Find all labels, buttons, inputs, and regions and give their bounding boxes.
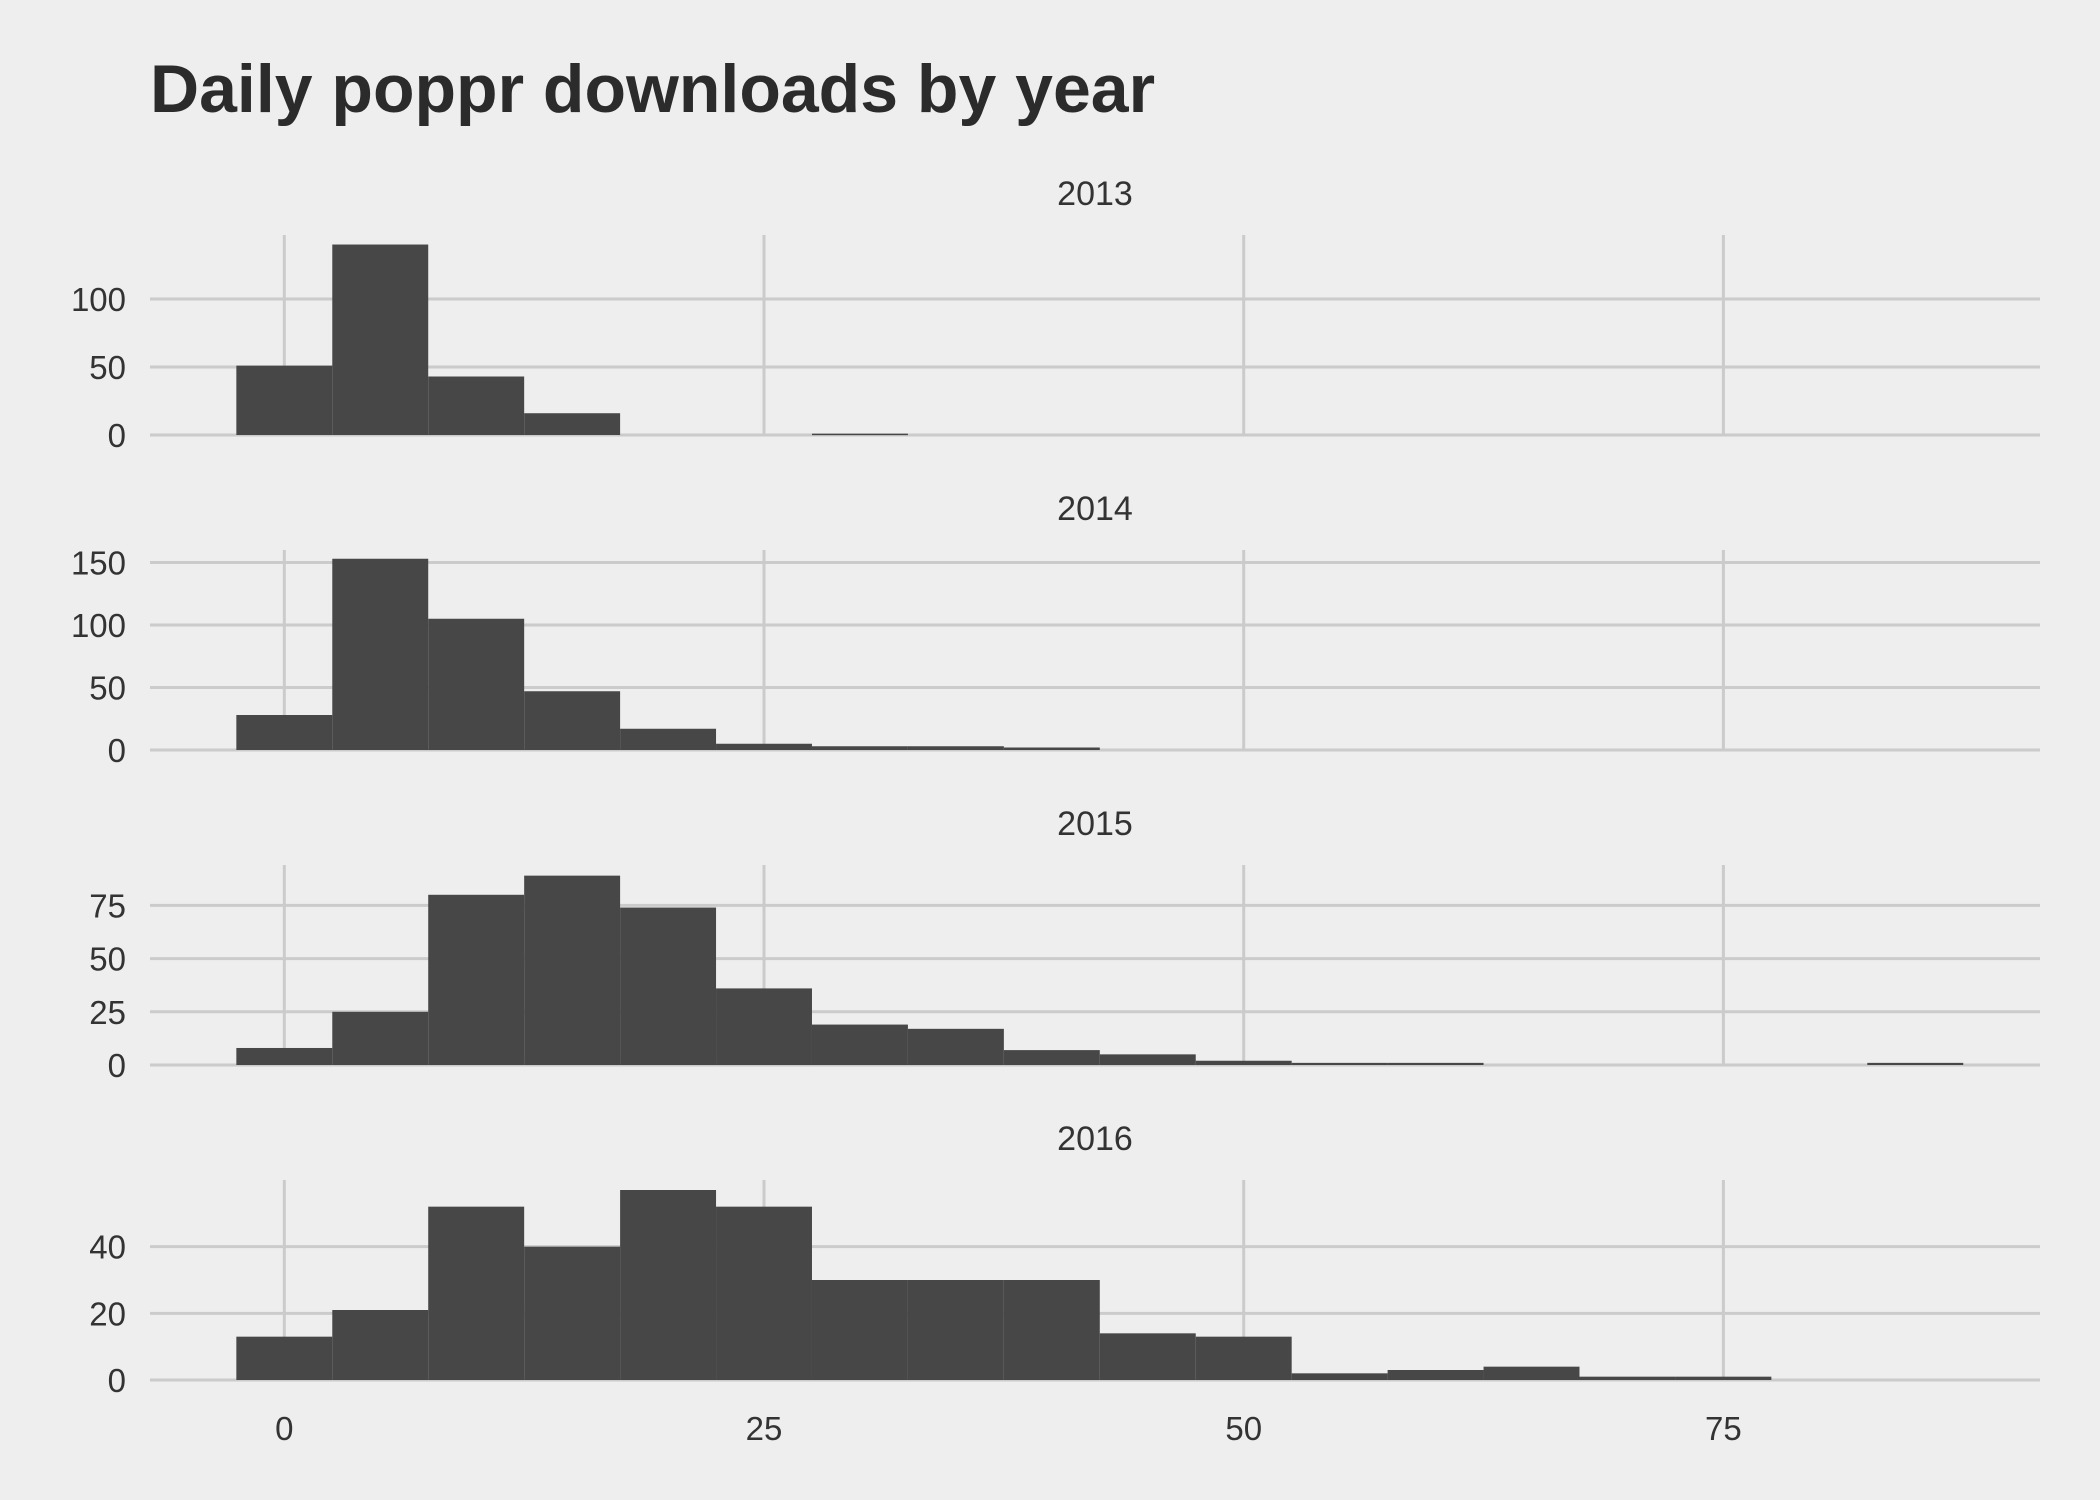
x-tick-label: 0 [275,1410,293,1447]
bar-2014-35 [907,746,1004,750]
y-tick-label: 40 [89,1229,126,1266]
y-tick-label: 75 [89,887,126,924]
strip-label-2016: 2016 [1057,1120,1133,1158]
y-tick-label: 0 [108,732,126,769]
strip-label-2015: 2015 [1057,805,1133,843]
bar-2016-55 [1291,1373,1388,1380]
bar-2015-15 [524,875,621,1065]
bar-2016-10 [428,1206,525,1380]
y-tick-label: 100 [71,281,126,318]
y-tick-label: 0 [108,417,126,454]
bar-2016-25 [716,1206,812,1380]
panel-2013: 2013 0 50 100 [71,175,2040,454]
chart-title: Daily poppr downloads by year [150,51,1155,127]
bar-2014-20 [620,728,717,750]
y-tick-label: 50 [89,670,126,707]
panel-2015: 2015 0 25 50 75 [89,805,2040,1084]
bar-2015-85 [1867,1062,1964,1065]
bar-2014-30 [811,746,908,750]
bar-2013-15 [524,413,621,435]
y-tick-label: 0 [108,1047,126,1084]
bar-2016-70 [1579,1376,1676,1380]
bar-2015-55 [1291,1062,1388,1065]
bar-2013-10 [428,376,525,435]
bar-2016-40 [1003,1280,1100,1380]
bar-2014-15 [524,691,621,750]
bar-2015-60 [1387,1062,1484,1065]
bar-2016-35 [907,1280,1004,1380]
bar-2016-60 [1387,1370,1484,1380]
bar-2014-40 [1003,747,1100,750]
bar-2016-20 [620,1190,717,1380]
panel-2016: 2016 0 20 40 [89,1120,2040,1399]
bar-2014-5 [332,558,429,750]
x-tick-label: 25 [746,1410,783,1447]
bar-2015-25 [716,988,812,1065]
x-axis: 0 25 50 75 [275,1410,1742,1447]
bar-2014-25 [716,743,812,750]
bar-2014-0 [236,715,333,750]
y-tick-label: 0 [108,1362,126,1399]
bar-2015-30 [811,1024,908,1065]
bar-2014-10 [428,618,525,750]
bar-2013-30 [811,433,908,436]
bar-2015-35 [907,1028,1004,1065]
panel-2014: 2014 0 50 100 150 [71,490,2040,769]
bar-2015-20 [620,907,717,1065]
bar-2016-45 [1099,1333,1196,1380]
bar-2015-0 [236,1047,333,1065]
x-tick-label: 75 [1705,1410,1742,1447]
bar-2016-5 [332,1310,429,1380]
bar-2016-50 [1195,1336,1292,1380]
bar-2016-0 [236,1336,333,1380]
y-tick-label: 50 [89,349,126,386]
y-tick-label: 150 [71,545,126,582]
bar-2013-0 [236,365,333,435]
strip-label-2013: 2013 [1057,175,1133,213]
bar-2015-10 [428,894,525,1065]
bar-2015-45 [1099,1054,1196,1065]
y-tick-label: 25 [89,994,126,1031]
bar-2015-5 [332,1011,429,1065]
bar-2016-15 [524,1246,621,1380]
y-tick-label: 20 [89,1295,126,1332]
bar-2015-40 [1003,1050,1100,1065]
y-tick-label: 100 [71,607,126,644]
y-tick-label: 50 [89,941,126,978]
bar-2015-50 [1195,1060,1292,1065]
strip-label-2014: 2014 [1057,490,1133,528]
x-tick-label: 50 [1225,1410,1262,1447]
bar-2016-75 [1675,1376,1772,1380]
bar-2013-5 [332,244,429,435]
bar-2016-30 [811,1280,908,1380]
bar-2016-65 [1483,1366,1580,1380]
